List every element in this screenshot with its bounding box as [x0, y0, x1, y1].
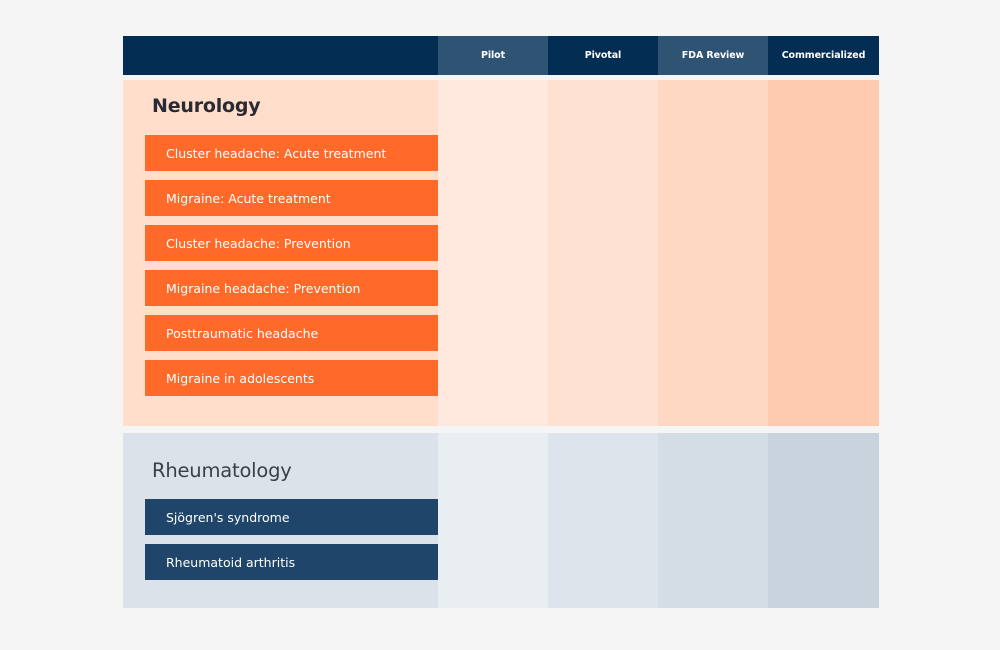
section-label-area: Neurology Cluster headache: Acute treatm… — [123, 80, 438, 426]
indication-posttraumatic-headache[interactable]: Posttraumatic headache — [145, 315, 438, 351]
stage-header-pivotal: Pivotal — [548, 36, 658, 75]
indication-migraine-prevention[interactable]: Migraine headache: Prevention — [145, 270, 438, 306]
stage-header-pilot: Pilot — [438, 36, 548, 75]
indication-migraine-adolescents[interactable]: Migraine in adolescents — [145, 360, 438, 396]
stage-column-commercialized — [768, 433, 879, 608]
stage-header-bar: Pilot Pivotal FDA Review Commercialized — [123, 36, 879, 75]
stage-column-fda-review — [658, 80, 768, 426]
stage-column-pivotal — [548, 80, 658, 426]
stage-column-pivotal — [548, 433, 658, 608]
section-title-neurology: Neurology — [152, 95, 261, 117]
section-label-area: Rheumatology Sjögren's syndrome Rheumato… — [123, 433, 438, 608]
indication-sjogrens-syndrome[interactable]: Sjögren's syndrome — [145, 499, 438, 535]
indication-cluster-headache-acute[interactable]: Cluster headache: Acute treatment — [145, 135, 438, 171]
stage-column-commercialized — [768, 80, 879, 426]
stage-column-pilot — [438, 80, 548, 426]
header-label-spacer — [123, 36, 438, 75]
indication-list-rheumatology: Sjögren's syndrome Rheumatoid arthritis — [145, 499, 438, 589]
section-rheumatology: Rheumatology Sjögren's syndrome Rheumato… — [123, 433, 879, 608]
stage-header-commercialized: Commercialized — [768, 36, 879, 75]
indication-cluster-headache-prevention[interactable]: Cluster headache: Prevention — [145, 225, 438, 261]
indication-migraine-acute[interactable]: Migraine: Acute treatment — [145, 180, 438, 216]
stage-header-fda-review: FDA Review — [658, 36, 768, 75]
indication-rheumatoid-arthritis[interactable]: Rheumatoid arthritis — [145, 544, 438, 580]
indication-list-neurology: Cluster headache: Acute treatment Migrai… — [145, 135, 438, 405]
stage-column-fda-review — [658, 433, 768, 608]
section-title-rheumatology: Rheumatology — [152, 459, 292, 482]
stage-column-pilot — [438, 433, 548, 608]
section-neurology: Neurology Cluster headache: Acute treatm… — [123, 80, 879, 426]
